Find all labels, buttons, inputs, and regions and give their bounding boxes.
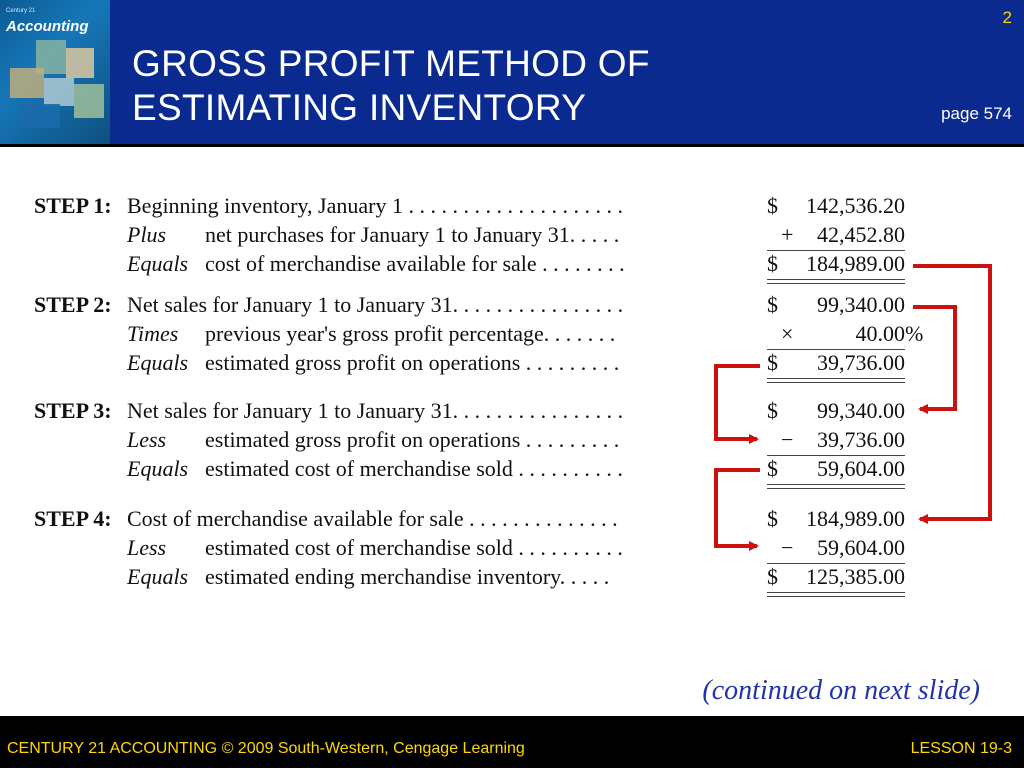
percent-sign: % [905,321,924,346]
operator-word: Less [127,427,167,452]
step-row: Times previous year's gross profit percen… [0,321,1024,349]
math-operator: + [781,222,794,247]
step-row: STEP 4: Cost of merchandise available for… [0,506,1024,534]
currency-symbol: $ [767,506,778,531]
footer-lesson: LESSON 19-3 [910,740,1012,757]
slide-number: 2 [1002,8,1012,27]
double-underline-top [767,378,905,379]
header-divider [0,144,1024,147]
slide-header [0,0,1024,147]
footer-copyright: CENTURY 21 ACCOUNTING © 2009 South-Weste… [7,740,525,757]
double-underline-bottom [767,596,905,597]
line-description: Net sales for January 1 to January 31. .… [127,292,624,317]
operator-word: Equals [127,350,189,375]
line-description: net purchases for January 1 to January 3… [205,222,620,247]
amount-value: 99,340.00 [817,398,905,423]
step-row: Plus net purchases for January 1 to Janua… [0,222,1024,250]
double-underline-top [767,592,905,593]
step-row: Less estimated cost of merchandise sold .… [0,535,1024,563]
step-row: STEP 1: Beginning inventory, January 1 . … [0,193,1024,221]
step-label: STEP 4: [34,506,112,531]
amount-value: 39,736.00 [817,427,905,452]
currency-symbol: $ [767,398,778,423]
step-row: Equals estimated ending merchandise inven… [0,564,1024,592]
line-description: previous year's gross profit percentage.… [205,321,616,346]
step-row: Equals estimated gross profit on operatio… [0,350,1024,378]
slide-footer [0,716,1024,768]
amount-value: 142,536.20 [806,193,905,218]
slide-title: GROSS PROFIT METHOD OF ESTIMATING INVENT… [132,42,650,130]
title-line-2: ESTIMATING INVENTORY [132,87,587,128]
line-description: Cost of merchandise available for sale .… [127,506,618,531]
math-operator: − [781,535,794,560]
currency-symbol: $ [767,292,778,317]
single-underline [767,250,905,251]
step-row: STEP 2: Net sales for January 1 to Januar… [0,292,1024,320]
line-description: cost of merchandise available for sale .… [205,251,625,276]
line-description: Net sales for January 1 to January 31. .… [127,398,624,423]
amount-value: 39,736.00 [817,350,905,375]
step-label: STEP 3: [34,398,112,423]
amount-value: 99,340.00 [817,292,905,317]
currency-symbol: $ [767,564,778,589]
operator-word: Equals [127,564,189,589]
line-description: estimated gross profit on operations . .… [205,427,620,452]
single-underline [767,563,905,564]
math-operator: − [781,427,794,452]
step-row: STEP 3: Net sales for January 1 to Januar… [0,398,1024,426]
line-description: estimated ending merchandise inventory. … [205,564,610,589]
operator-word: Plus [127,222,167,247]
line-description: estimated gross profit on operations . .… [205,350,620,375]
cover-title: Accounting [6,18,89,35]
operator-word: Equals [127,251,189,276]
double-underline-top [767,279,905,280]
operator-word: Less [127,535,167,560]
amount-value: 184,989.00 [806,506,905,531]
amount-value: 59,604.00 [817,535,905,560]
amount-value: 40.00 [855,321,906,346]
double-underline-bottom [767,382,905,383]
line-description: estimated cost of merchandise sold . . .… [205,456,623,481]
step-row: Equals cost of merchandise available for … [0,251,1024,279]
double-underline-top [767,484,905,485]
textbook-cover-image: Century 21 Accounting [0,0,111,145]
step-row: Equals estimated cost of merchandise sold… [0,456,1024,484]
currency-symbol: $ [767,251,778,276]
amount-value: 184,989.00 [806,251,905,276]
title-line-1: GROSS PROFIT METHOD OF [132,43,650,84]
math-operator: × [781,321,794,346]
double-underline-bottom [767,283,905,284]
single-underline [767,349,905,350]
currency-symbol: $ [767,350,778,375]
continued-note: (continued on next slide) [702,675,980,706]
amount-value: 125,385.00 [806,564,905,589]
double-underline-bottom [767,488,905,489]
currency-symbol: $ [767,456,778,481]
operator-word: Equals [127,456,189,481]
amount-value: 59,604.00 [817,456,905,481]
page-reference: page 574 [941,104,1012,123]
line-description: Beginning inventory, January 1 . . . . .… [127,193,623,218]
line-description: estimated cost of merchandise sold . . .… [205,535,623,560]
amount-value: 42,452.80 [817,222,905,247]
step-label: STEP 1: [34,193,112,218]
single-underline [767,455,905,456]
currency-symbol: $ [767,193,778,218]
operator-word: Times [127,321,179,346]
step-row: Less estimated gross profit on operations… [0,427,1024,455]
cover-small-text: Century 21 [6,8,36,14]
step-label: STEP 2: [34,292,112,317]
